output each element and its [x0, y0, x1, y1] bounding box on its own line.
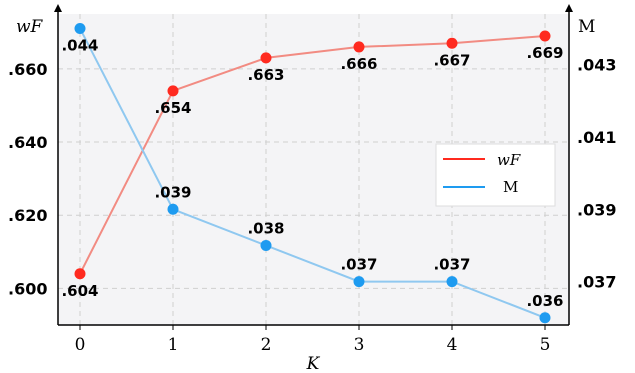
- data-label-wf: .667: [433, 51, 470, 69]
- right-axis-title: M: [578, 17, 595, 37]
- axes: [54, 4, 573, 330]
- data-point-wf: [74, 268, 86, 280]
- left-tick-label: .620: [8, 206, 47, 225]
- data-point-wf: [353, 41, 365, 53]
- data-label-wf: .663: [247, 66, 284, 84]
- data-point-wf: [539, 30, 551, 42]
- x-tick-label: 4: [447, 335, 458, 355]
- x-axis-title: K: [306, 354, 321, 373]
- data-label-wf: .604: [61, 282, 98, 300]
- data-label-m: .039: [154, 183, 191, 201]
- data-labels: .604 .654 .663 .666 .667 .669 .044 .039 .038 .037…: [61, 36, 563, 309]
- data-point-wf: [167, 85, 179, 97]
- data-label-m: .037: [433, 256, 470, 274]
- series-line-m: [79, 28, 546, 319]
- data-label-m: .044: [61, 36, 98, 54]
- x-tick-label: 5: [540, 335, 551, 355]
- tick-labels: .600 .620 .640 .660 .037 .039 .041 .043 0 1 2 3 4 5: [8, 56, 616, 355]
- x-tick-label: 0: [75, 335, 86, 355]
- right-tick-label: .043: [577, 56, 616, 75]
- data-point-m: [167, 203, 179, 215]
- x-tick-label: 1: [168, 335, 179, 355]
- data-point-wf: [446, 37, 458, 49]
- left-tick-label: .640: [8, 133, 47, 152]
- data-point-wf: [260, 52, 272, 64]
- data-label-wf: .666: [340, 55, 377, 73]
- left-axis-title: wF: [16, 17, 44, 37]
- data-point-m: [260, 239, 272, 251]
- data-point-m: [446, 276, 458, 288]
- data-label-m: .036: [526, 292, 563, 310]
- data-point-m: [539, 312, 551, 324]
- x-tick-label: 2: [261, 335, 272, 355]
- series-line-wf: [79, 34, 546, 275]
- right-tick-label: .037: [577, 273, 616, 292]
- data-label-wf: .654: [154, 99, 191, 117]
- left-axis-arrow: [54, 4, 62, 12]
- left-tick-label: .660: [8, 60, 47, 79]
- legend: wF M: [435, 143, 556, 207]
- data-point-m: [74, 22, 86, 34]
- data-label-wf: .669: [526, 44, 563, 62]
- left-tick-label: .600: [8, 279, 47, 298]
- data-label-m: .037: [340, 256, 377, 274]
- right-tick-label: .041: [577, 128, 616, 147]
- legend-label-m: M: [503, 178, 518, 196]
- x-tick-label: 3: [354, 335, 365, 355]
- right-axis-arrow: [565, 4, 573, 12]
- data-label-m: .038: [247, 219, 284, 237]
- series-layer: [74, 22, 551, 324]
- right-tick-label: .039: [577, 200, 616, 219]
- legend-box: [435, 143, 556, 207]
- data-point-m: [353, 276, 365, 288]
- legend-label-wf: wF: [497, 151, 521, 169]
